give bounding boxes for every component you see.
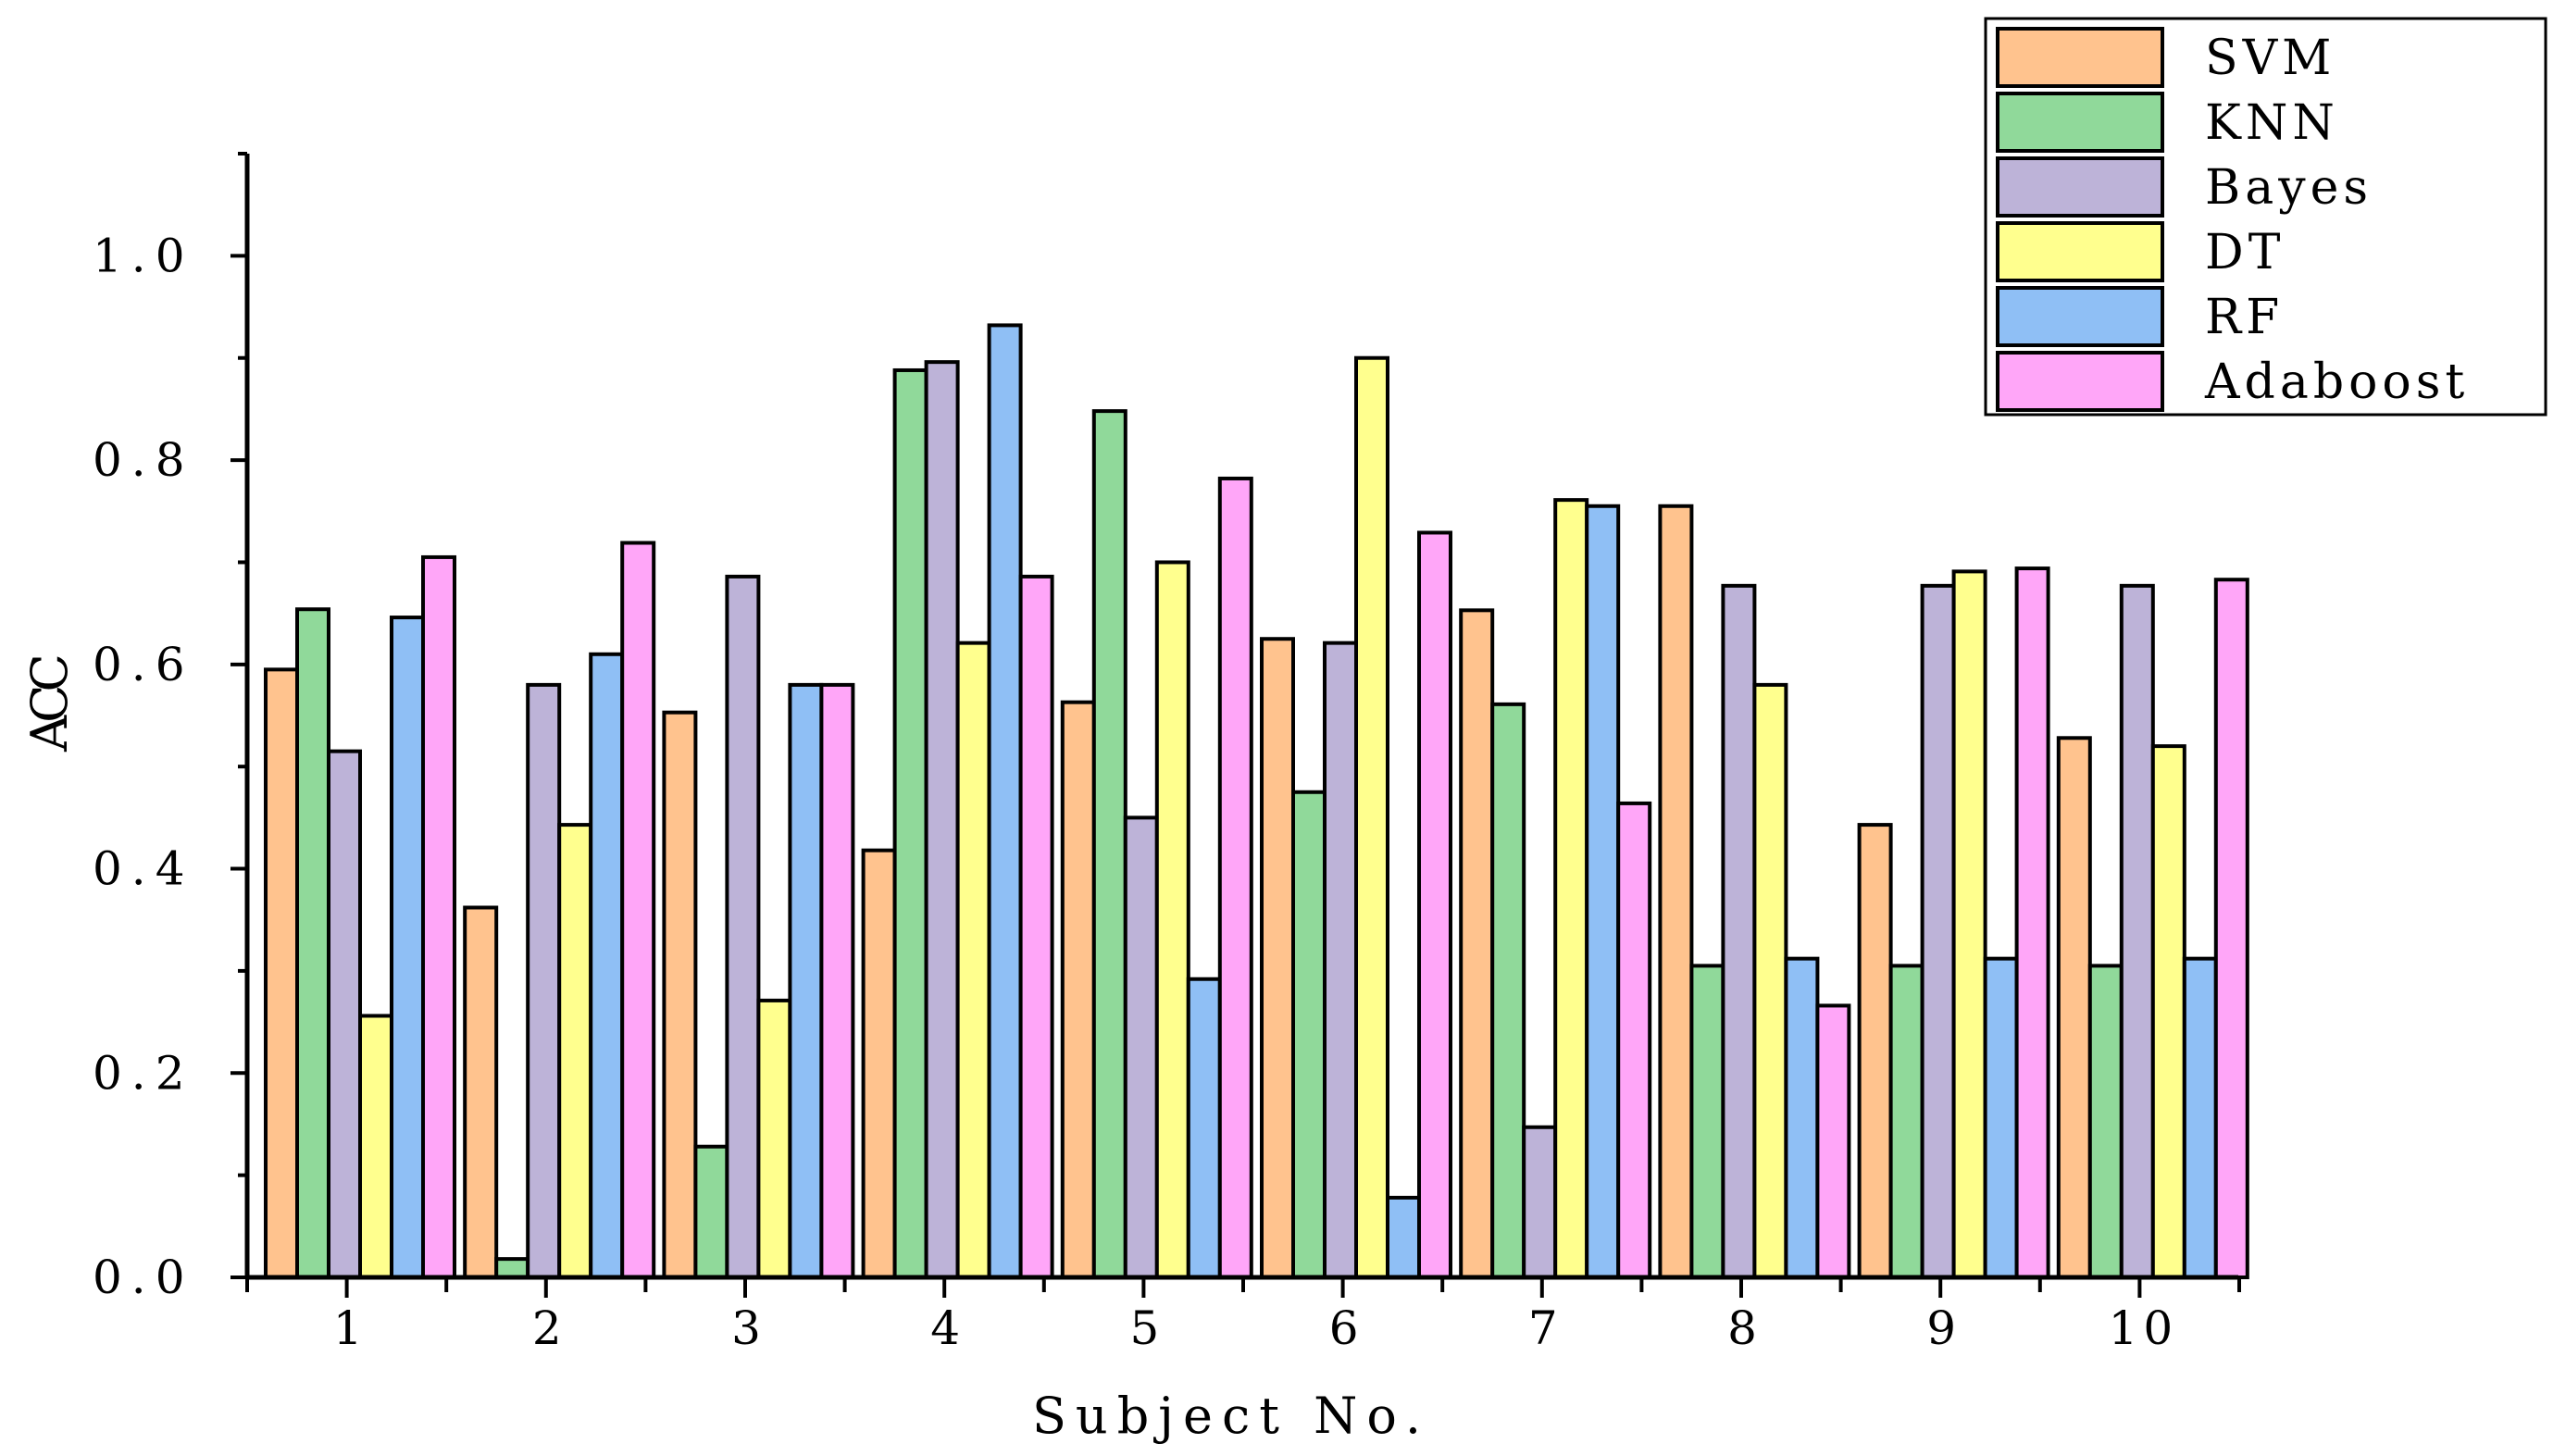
legend-label-svm: SVM bbox=[2205, 31, 2336, 86]
bar-knn-9 bbox=[1888, 964, 1924, 1279]
bar-adaboost-5 bbox=[1217, 476, 1253, 1279]
y-axis-title: ACC bbox=[20, 656, 79, 753]
legend-label-knn: KNN bbox=[2205, 95, 2339, 151]
legend: SVM KNN Bayes DT RF Adaboost bbox=[1984, 17, 2547, 417]
x-tick-label: 7 bbox=[1528, 1301, 1563, 1355]
x-tick-label: 2 bbox=[532, 1301, 567, 1355]
bar-bayes-2 bbox=[526, 682, 562, 1279]
x-tick-label: 3 bbox=[731, 1301, 766, 1355]
bar-bayes-10 bbox=[2119, 583, 2155, 1279]
bar-adaboost-4 bbox=[1018, 574, 1054, 1279]
bar-rf-1 bbox=[390, 616, 425, 1279]
bars-layer bbox=[264, 323, 2249, 1280]
legend-swatch-rf bbox=[1996, 286, 2164, 347]
bar-rf-6 bbox=[1386, 1195, 1421, 1280]
bar-svm-6 bbox=[1260, 637, 1295, 1279]
bar-dt-1 bbox=[358, 1014, 393, 1280]
bar-adaboost-2 bbox=[620, 541, 656, 1279]
bar-knn-4 bbox=[892, 367, 928, 1280]
x-tick-label: 4 bbox=[930, 1301, 965, 1355]
y-tick-label: 1.0 bbox=[93, 229, 194, 282]
y-tick-label: 0.6 bbox=[93, 638, 194, 691]
bar-dt-5 bbox=[1154, 560, 1190, 1279]
bar-adaboost-1 bbox=[421, 554, 456, 1279]
bar-svm-7 bbox=[1459, 608, 1495, 1279]
x-axis-title: Subject No. bbox=[1032, 1387, 1430, 1445]
bar-svm-2 bbox=[463, 905, 499, 1279]
legend-label-rf: RF bbox=[2205, 290, 2284, 345]
bar-bayes-9 bbox=[1920, 583, 1956, 1279]
bar-knn-8 bbox=[1689, 964, 1725, 1279]
bar-rf-2 bbox=[589, 652, 625, 1279]
bar-rf-8 bbox=[1784, 956, 1820, 1279]
bar-knn-2 bbox=[494, 1257, 530, 1279]
bar-adaboost-6 bbox=[1417, 530, 1452, 1279]
bar-svm-4 bbox=[861, 848, 897, 1279]
bar-dt-6 bbox=[1354, 355, 1389, 1279]
y-tick-label: 0.4 bbox=[93, 842, 194, 896]
legend-label-dt: DT bbox=[2205, 225, 2285, 280]
legend-label-adaboost: Adaboost bbox=[2204, 355, 2469, 410]
bar-adaboost-8 bbox=[1815, 1003, 1851, 1279]
bar-svm-8 bbox=[1658, 504, 1694, 1279]
bar-knn-10 bbox=[2087, 964, 2124, 1279]
legend-swatch-dt bbox=[1996, 221, 2164, 282]
bar-rf-9 bbox=[1983, 956, 2019, 1279]
bar-knn-6 bbox=[1291, 790, 1327, 1279]
bar-bayes-5 bbox=[1123, 815, 1159, 1279]
bar-knn-3 bbox=[693, 1144, 729, 1279]
x-tick-label: 8 bbox=[1727, 1301, 1763, 1355]
bar-dt-9 bbox=[1951, 569, 1987, 1279]
bar-dt-10 bbox=[2150, 744, 2186, 1279]
bar-bayes-3 bbox=[725, 574, 761, 1279]
bar-knn-7 bbox=[1490, 702, 1526, 1279]
legend-swatch-knn bbox=[1996, 92, 2164, 153]
x-tick-label: 1 bbox=[333, 1301, 368, 1355]
x-tick-label: 5 bbox=[1129, 1301, 1165, 1355]
bar-svm-9 bbox=[1857, 823, 1893, 1280]
bar-rf-10 bbox=[2182, 956, 2218, 1279]
bar-adaboost-9 bbox=[2014, 566, 2050, 1279]
bar-bayes-6 bbox=[1323, 641, 1358, 1279]
legend-swatch-svm bbox=[1996, 27, 2164, 88]
bar-dt-4 bbox=[955, 641, 991, 1279]
bar-dt-3 bbox=[756, 998, 792, 1279]
bar-rf-5 bbox=[1186, 977, 1222, 1279]
bar-svm-3 bbox=[662, 710, 698, 1279]
x-tick-label: 9 bbox=[1926, 1301, 1962, 1355]
bar-dt-2 bbox=[557, 823, 593, 1280]
bar-rf-3 bbox=[788, 682, 824, 1279]
bar-dt-8 bbox=[1752, 682, 1788, 1279]
legend-swatch-adaboost bbox=[1996, 351, 2164, 412]
y-tick-label: 0.2 bbox=[93, 1046, 194, 1100]
bar-knn-1 bbox=[295, 607, 330, 1279]
bar-adaboost-7 bbox=[1616, 801, 1652, 1279]
bar-bayes-4 bbox=[924, 360, 960, 1279]
bar-bayes-8 bbox=[1721, 583, 1757, 1279]
x-tick-label: 6 bbox=[1329, 1301, 1364, 1355]
bar-svm-10 bbox=[2056, 736, 2092, 1279]
bar-rf-7 bbox=[1585, 504, 1621, 1279]
bar-adaboost-10 bbox=[2213, 578, 2249, 1279]
bar-bayes-1 bbox=[327, 749, 362, 1279]
bar-knn-5 bbox=[1091, 409, 1127, 1279]
legend-swatch-bayes bbox=[1996, 156, 2164, 218]
bar-svm-1 bbox=[264, 667, 299, 1279]
y-tick-label: 0.8 bbox=[93, 433, 194, 487]
axes-layer: 0.0 0.2 0.4 0.6 0.8 1.0 1 2 3 4 5 6 7 8 9 10 bbox=[93, 152, 2241, 1355]
bar-dt-7 bbox=[1553, 498, 1589, 1279]
legend-label-bayes: Bayes bbox=[2205, 160, 2373, 216]
bar-adaboost-3 bbox=[819, 682, 855, 1279]
bar-bayes-7 bbox=[1522, 1125, 1558, 1280]
bar-rf-4 bbox=[987, 323, 1023, 1280]
y-tick-label: 0.0 bbox=[93, 1251, 194, 1304]
bar-svm-5 bbox=[1060, 700, 1096, 1279]
x-tick-label: 10 bbox=[2109, 1301, 2179, 1355]
